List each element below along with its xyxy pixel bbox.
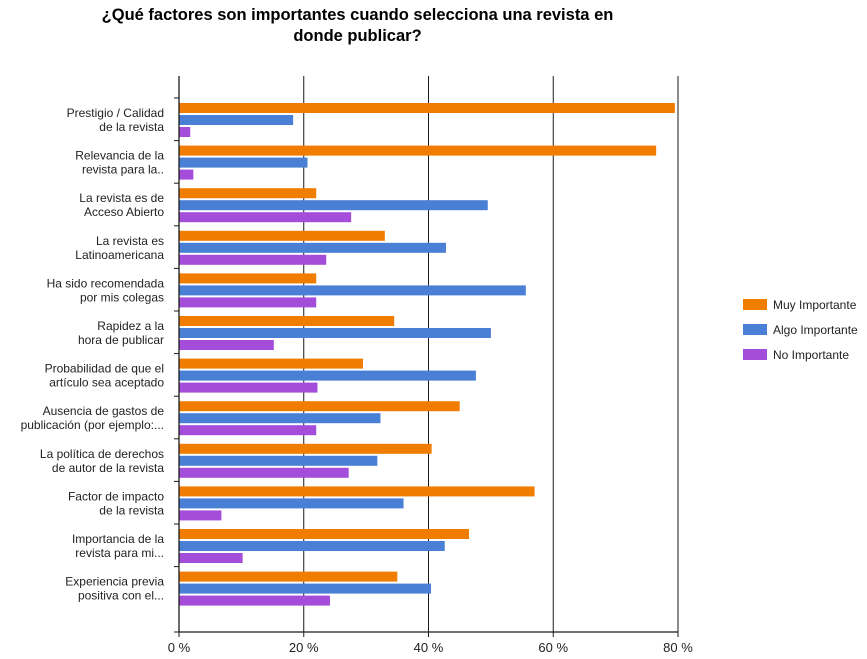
x-tick-label: 80 % — [663, 640, 693, 655]
bar-muy-importante — [179, 401, 460, 412]
category-label: Probabilidad de que el artículo sea acept… — [45, 362, 165, 390]
category-labels: Prestigio / Calidad de la revista Relevanc… — [21, 106, 165, 603]
bar-algo-importante — [179, 157, 308, 168]
bar-algo-importante — [179, 285, 526, 296]
bar-muy-importante — [179, 103, 675, 113]
bar-algo-importante — [179, 455, 378, 466]
bar-muy-importante — [179, 529, 470, 539]
bar-muy-importante — [179, 273, 317, 284]
x-tick-label: 20 % — [289, 640, 319, 655]
x-tick-label: 40 % — [414, 640, 444, 655]
bar-algo-importante — [179, 498, 404, 509]
bar-no-importante — [179, 595, 330, 606]
bar-algo-importante — [179, 583, 431, 594]
x-tick-labels: 0 % 20 % 40 % 60 % 80 % — [168, 640, 693, 655]
bar-algo-importante — [179, 328, 491, 338]
bar-algo-importante — [179, 115, 294, 125]
bar-no-importante — [179, 425, 317, 436]
category-label: La revista es Latinoamericana — [75, 234, 164, 262]
legend-label: Algo Importante — [773, 323, 858, 337]
bar-no-importante — [179, 212, 352, 223]
bar-no-importante — [179, 553, 243, 563]
bar-muy-importante — [179, 188, 317, 199]
category-label: La revista es de Acceso Abierto — [79, 191, 164, 219]
chart-title-line-2: donde publicar? — [293, 27, 422, 45]
bar-muy-importante — [179, 443, 432, 454]
bar-no-importante — [179, 127, 191, 137]
bar-no-importante — [179, 467, 349, 478]
bar-no-importante — [179, 297, 317, 308]
legend-swatch-muy-importante — [743, 299, 767, 310]
legend: Muy Importante Algo Importante No Importan… — [743, 298, 858, 362]
bar-algo-importante — [179, 541, 445, 551]
x-tick-label: 60 % — [538, 640, 568, 655]
bar-muy-importante — [179, 316, 395, 326]
bar-no-importante — [179, 254, 327, 265]
legend-label: Muy Importante — [773, 298, 857, 312]
category-label: Ha sido recomendada por mis colegas — [47, 276, 165, 304]
axis-layer — [174, 76, 679, 637]
category-label: Experiencia previa positiva con el... — [65, 575, 164, 603]
bar-layer — [179, 103, 675, 606]
bar-muy-importante — [179, 230, 385, 241]
bar-no-importante — [179, 169, 194, 180]
category-label: Importancia de la revista para mi... — [72, 532, 164, 560]
chart-title: ¿Qué factores son importantes cuando sel… — [0, 5, 715, 47]
category-label: Ausencia de gastos de publicación (por ej… — [21, 404, 165, 432]
category-label: Rapidez a la hora de publicar — [78, 319, 164, 347]
legend-swatch-algo-importante — [743, 324, 767, 335]
bar-algo-importante — [179, 413, 381, 424]
bar-muy-importante — [179, 145, 657, 156]
legend-swatch-no-importante — [743, 349, 767, 360]
bar-no-importante — [179, 340, 274, 350]
category-label: Factor de impacto de la revista — [68, 489, 164, 517]
x-tick-label: 0 % — [168, 640, 191, 655]
chart-title-line-1: ¿Qué factores son importantes cuando sel… — [101, 6, 614, 24]
bar-algo-importante — [179, 370, 476, 381]
bar-muy-importante — [179, 486, 535, 497]
bar-no-importante — [179, 510, 222, 521]
bar-no-importante — [179, 382, 318, 393]
category-label: Prestigio / Calidad de la revista — [67, 106, 165, 134]
legend-label: No Importante — [773, 348, 849, 362]
bar-muy-importante — [179, 358, 364, 369]
grid-layer — [303, 76, 679, 632]
bar-algo-importante — [179, 242, 446, 253]
bar-muy-importante — [179, 571, 398, 582]
category-label: La política de derechos de autor de la re… — [40, 447, 164, 475]
category-label: Relevancia de la revista para la.. — [75, 149, 164, 177]
bar-algo-importante — [179, 200, 488, 211]
